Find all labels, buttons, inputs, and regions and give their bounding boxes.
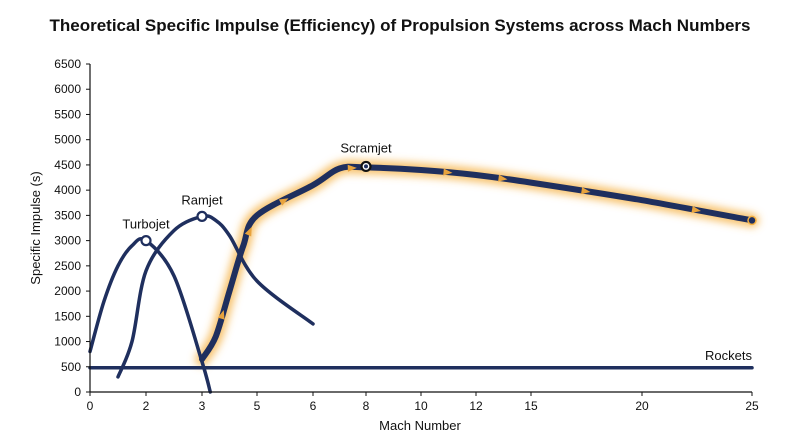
y-tick-label: 4000 [54, 183, 81, 197]
x-tick-label: 3 [199, 399, 206, 413]
scramjet-flow-arrow [691, 205, 701, 213]
turbojet-label: Turbojet [122, 217, 170, 232]
y-tick-label: 2500 [54, 259, 81, 273]
scramjet-flow-arrow [498, 174, 508, 182]
y-tick-label: 5000 [54, 133, 81, 147]
rockets-label: Rockets [705, 348, 752, 363]
y-tick-label: 3500 [54, 208, 81, 222]
x-axis-title: Mach Number [379, 418, 461, 433]
y-tick-label: 3000 [54, 234, 81, 248]
x-tick-label: 0 [87, 399, 94, 413]
scramjet-flow-arrow [581, 187, 591, 195]
x-tick-label: 25 [745, 399, 759, 413]
scramjet-flow-arrow [217, 309, 225, 320]
scramjet-flow-arrow [278, 198, 289, 206]
scramjet-peak-dot [364, 164, 368, 169]
ramjet-label: Ramjet [181, 192, 223, 207]
scramjet-line [199, 163, 755, 363]
y-tick-label: 6500 [54, 57, 81, 71]
y-axis-title: Specific Impulse (s) [28, 171, 43, 284]
y-tick-label: 5500 [54, 107, 81, 121]
x-tick-label: 5 [254, 399, 261, 413]
x-tick-label: 2 [143, 399, 150, 413]
chart-title: Theoretical Specific Impulse (Efficiency… [49, 16, 751, 35]
x-tick-label: 6 [310, 399, 317, 413]
scramjet-label: Scramjet [340, 140, 392, 155]
y-tick-label: 4500 [54, 158, 81, 172]
x-tick-label: 8 [363, 399, 370, 413]
y-tick-label: 6000 [54, 82, 81, 96]
ramjet-peak-marker [196, 210, 208, 222]
x-tick-label: 10 [414, 399, 428, 413]
y-tick-label: 500 [61, 360, 81, 374]
scramjet-flow-arrow [244, 226, 252, 237]
scramjet-flow-arrow [347, 164, 357, 172]
y-tick-label: 2000 [54, 284, 81, 298]
y-tick-label: 1000 [54, 335, 81, 349]
scramjet-flow-arrow [443, 168, 453, 176]
turbojet-line [88, 236, 213, 394]
x-tick-label: 15 [524, 399, 538, 413]
y-tick-label: 1500 [54, 309, 81, 323]
turbojet-peak-marker [140, 235, 152, 247]
x-tick-label: 20 [635, 399, 649, 413]
scramjet-glow [195, 159, 759, 367]
x-tick-label: 12 [469, 399, 483, 413]
y-tick-label: 0 [74, 385, 81, 399]
scramjet-end-marker [747, 215, 757, 226]
